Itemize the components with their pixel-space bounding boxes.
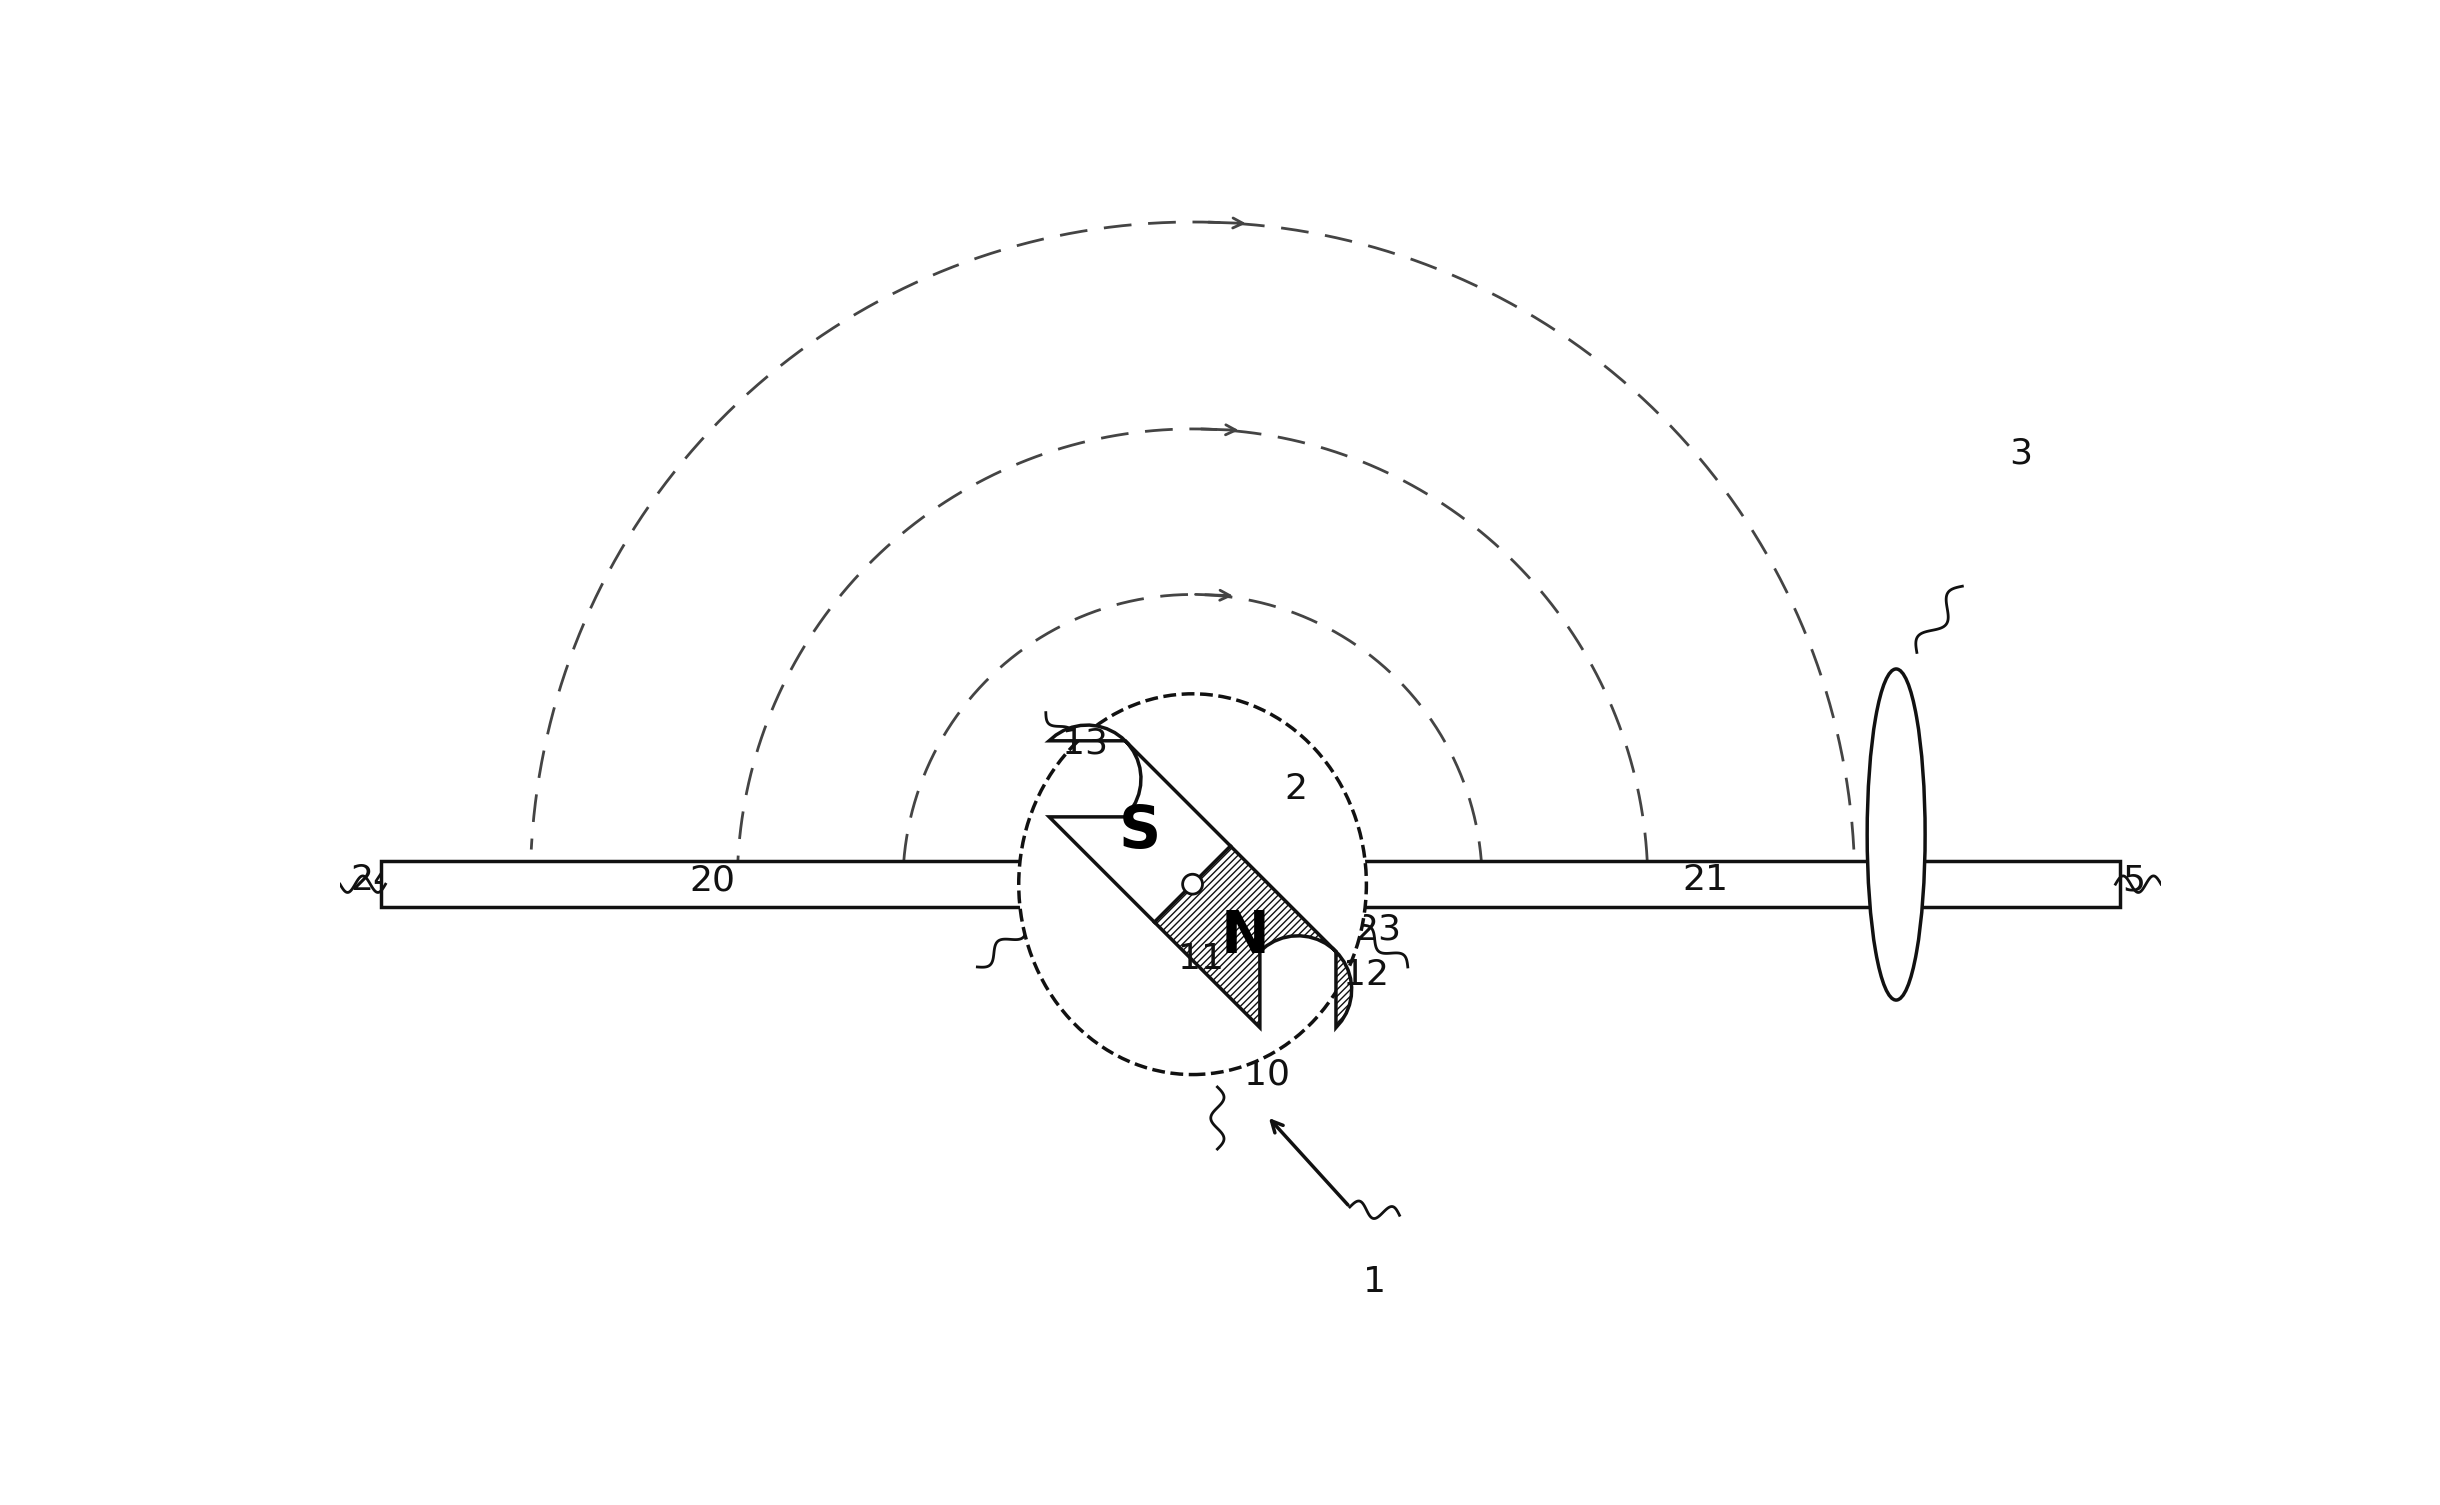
Text: 24: 24 bbox=[349, 862, 395, 897]
Text: 3: 3 bbox=[2008, 436, 2033, 471]
Text: 2: 2 bbox=[1283, 772, 1308, 807]
Text: S: S bbox=[1120, 804, 1161, 859]
Bar bbox=[381, 861, 1027, 908]
Polygon shape bbox=[1154, 846, 1352, 1028]
Text: 10: 10 bbox=[1244, 1058, 1291, 1091]
Text: 23: 23 bbox=[1357, 912, 1403, 947]
Text: 13: 13 bbox=[1061, 727, 1108, 760]
Text: 12: 12 bbox=[1344, 959, 1388, 992]
Text: 22: 22 bbox=[1074, 912, 1120, 947]
Text: 1: 1 bbox=[1364, 1264, 1386, 1299]
Ellipse shape bbox=[1867, 668, 1925, 1001]
Text: 21: 21 bbox=[1684, 862, 1730, 897]
Text: N: N bbox=[1220, 909, 1269, 965]
Polygon shape bbox=[1049, 725, 1230, 923]
Text: 25: 25 bbox=[2101, 862, 2147, 897]
Circle shape bbox=[1183, 874, 1203, 894]
Text: 11: 11 bbox=[1179, 942, 1225, 975]
Ellipse shape bbox=[1020, 694, 1366, 1075]
Text: 20: 20 bbox=[691, 862, 734, 897]
Bar bbox=[1359, 861, 2120, 908]
